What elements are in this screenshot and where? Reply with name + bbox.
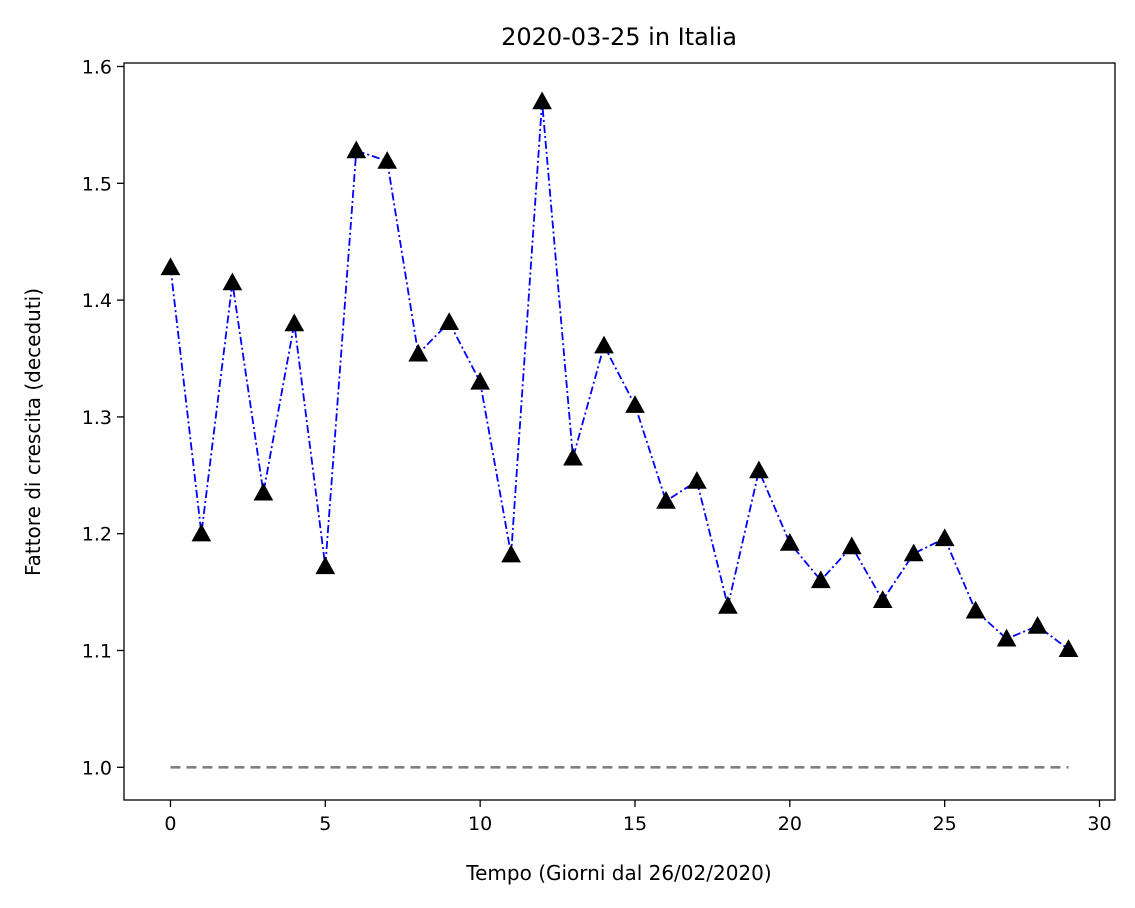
data-point-marker [532, 91, 552, 110]
data-point-marker [439, 312, 460, 330]
data-point-marker [315, 556, 336, 575]
data-point-marker [903, 543, 924, 562]
data-point-marker [284, 313, 305, 332]
data-point-marker [253, 482, 274, 501]
x-tick-label: 15 [623, 813, 647, 835]
data-point-marker [625, 395, 645, 413]
x-tick-label: 0 [164, 813, 176, 835]
y-tick-label: 1.6 [82, 57, 112, 79]
x-tick-label: 25 [933, 813, 957, 835]
data-point-marker [501, 544, 521, 563]
data-point-marker [718, 596, 738, 614]
data-point-marker [1058, 639, 1079, 657]
data-point-marker [810, 570, 831, 589]
x-tick-label: 10 [468, 813, 492, 835]
series-line [169, 101, 1070, 651]
y-tick-label: 1.1 [82, 640, 112, 662]
axes-frame [123, 62, 1116, 801]
data-point-marker [160, 257, 181, 276]
data-point-marker [996, 628, 1017, 647]
data-point-marker [749, 460, 769, 479]
data-point-marker [377, 151, 398, 169]
data-point-marker [656, 490, 676, 509]
x-tick-label: 30 [1087, 813, 1111, 835]
data-point-marker [470, 371, 490, 390]
data-point-marker [563, 447, 583, 466]
y-tick-label: 1.0 [82, 757, 112, 779]
y-tick-label: 1.3 [82, 407, 112, 429]
data-point-marker [594, 335, 614, 354]
data-point-marker [1027, 615, 1048, 634]
data-point-marker [965, 600, 986, 619]
x-axis-title: Tempo (Giorni dal 26/02/2020) [465, 861, 771, 885]
data-point-marker [346, 140, 367, 159]
chart-title: 2020-03-25 in Italia [501, 23, 737, 51]
x-tick-label: 20 [778, 813, 802, 835]
plot-area [160, 91, 1079, 769]
y-tick-label: 1.4 [82, 290, 112, 312]
data-point-marker [408, 343, 429, 362]
data-point-marker [841, 536, 862, 555]
y-tick-label: 1.2 [82, 524, 112, 546]
data-point-marker [191, 523, 212, 542]
data-point-marker [222, 272, 243, 291]
x-tick-label: 5 [319, 813, 331, 835]
data-point-marker [779, 532, 800, 551]
data-point-marker [934, 528, 955, 547]
tick-group: 0 5 10 15 20 25 30 1.0 1.1 1.2 1.3 1.4 1.5 1.6 [82, 57, 1112, 835]
data-point-marker [872, 590, 893, 608]
y-tick-label: 1.5 [82, 173, 112, 195]
y-axis-title: Fattore di crescita (deceduti) [21, 288, 45, 576]
data-point-marker [687, 471, 707, 489]
